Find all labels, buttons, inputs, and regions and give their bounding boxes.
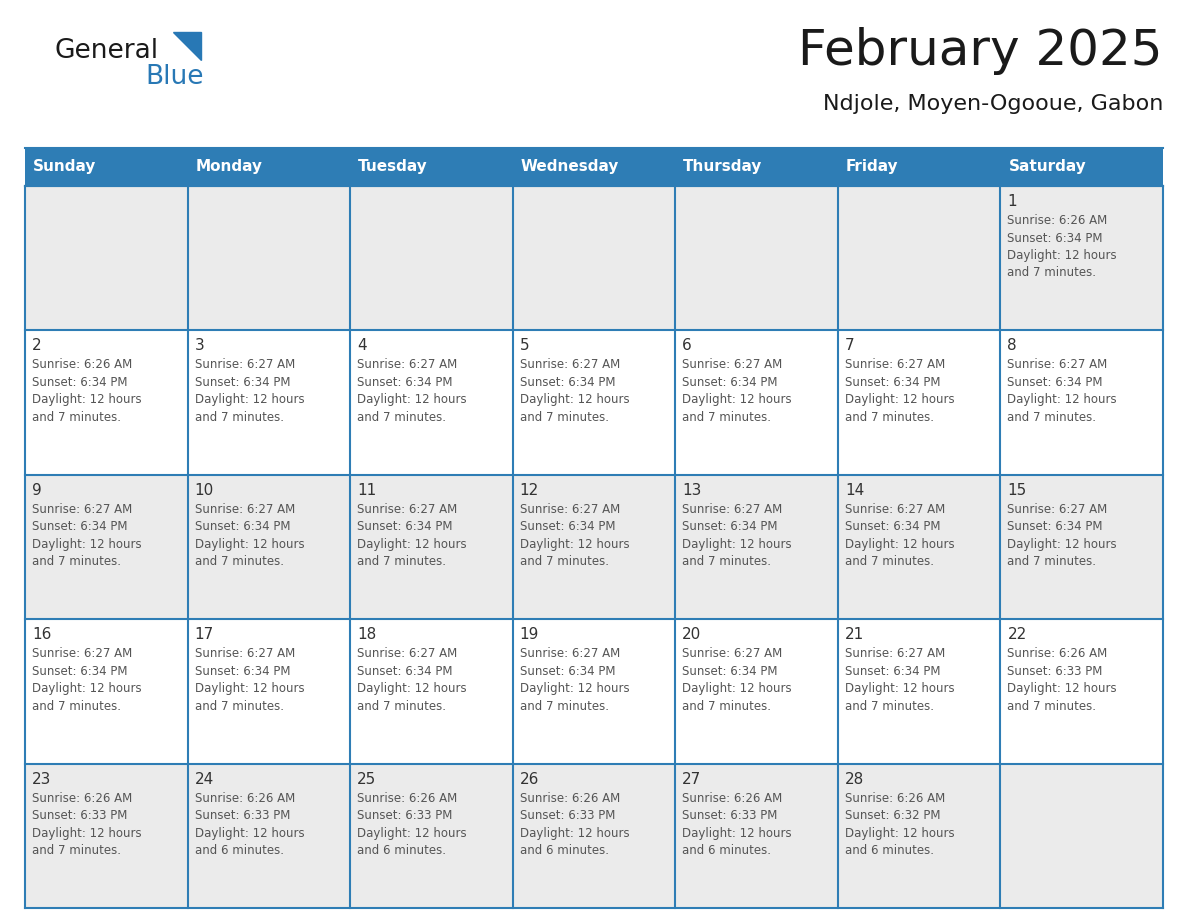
Text: 20: 20 <box>682 627 702 643</box>
Text: 14: 14 <box>845 483 864 498</box>
Text: 13: 13 <box>682 483 702 498</box>
Text: Sunrise: 6:27 AM
Sunset: 6:34 PM
Daylight: 12 hours
and 7 minutes.: Sunrise: 6:27 AM Sunset: 6:34 PM Dayligh… <box>519 647 630 712</box>
Text: Saturday: Saturday <box>1009 160 1086 174</box>
Polygon shape <box>173 32 201 60</box>
Text: Sunrise: 6:26 AM
Sunset: 6:33 PM
Daylight: 12 hours
and 6 minutes.: Sunrise: 6:26 AM Sunset: 6:33 PM Dayligh… <box>358 791 467 857</box>
Text: Sunrise: 6:27 AM
Sunset: 6:34 PM
Daylight: 12 hours
and 7 minutes.: Sunrise: 6:27 AM Sunset: 6:34 PM Dayligh… <box>1007 358 1117 424</box>
Text: 23: 23 <box>32 772 51 787</box>
Bar <box>25 148 1163 186</box>
Text: Sunday: Sunday <box>33 160 96 174</box>
Text: Sunrise: 6:27 AM
Sunset: 6:34 PM
Daylight: 12 hours
and 7 minutes.: Sunrise: 6:27 AM Sunset: 6:34 PM Dayligh… <box>845 503 954 568</box>
Text: 5: 5 <box>519 339 530 353</box>
Text: Sunrise: 6:26 AM
Sunset: 6:33 PM
Daylight: 12 hours
and 6 minutes.: Sunrise: 6:26 AM Sunset: 6:33 PM Dayligh… <box>682 791 792 857</box>
Text: Sunrise: 6:26 AM
Sunset: 6:33 PM
Daylight: 12 hours
and 6 minutes.: Sunrise: 6:26 AM Sunset: 6:33 PM Dayligh… <box>519 791 630 857</box>
Text: 24: 24 <box>195 772 214 787</box>
Text: Sunrise: 6:26 AM
Sunset: 6:33 PM
Daylight: 12 hours
and 7 minutes.: Sunrise: 6:26 AM Sunset: 6:33 PM Dayligh… <box>32 791 141 857</box>
Text: Sunrise: 6:27 AM
Sunset: 6:34 PM
Daylight: 12 hours
and 7 minutes.: Sunrise: 6:27 AM Sunset: 6:34 PM Dayligh… <box>195 503 304 568</box>
Text: Sunrise: 6:26 AM
Sunset: 6:32 PM
Daylight: 12 hours
and 6 minutes.: Sunrise: 6:26 AM Sunset: 6:32 PM Dayligh… <box>845 791 954 857</box>
Text: Sunrise: 6:27 AM
Sunset: 6:34 PM
Daylight: 12 hours
and 7 minutes.: Sunrise: 6:27 AM Sunset: 6:34 PM Dayligh… <box>682 358 792 424</box>
Text: Sunrise: 6:27 AM
Sunset: 6:34 PM
Daylight: 12 hours
and 7 minutes.: Sunrise: 6:27 AM Sunset: 6:34 PM Dayligh… <box>845 358 954 424</box>
Text: 11: 11 <box>358 483 377 498</box>
Text: 21: 21 <box>845 627 864 643</box>
Text: Sunrise: 6:27 AM
Sunset: 6:34 PM
Daylight: 12 hours
and 7 minutes.: Sunrise: 6:27 AM Sunset: 6:34 PM Dayligh… <box>358 647 467 712</box>
Bar <box>25 186 1163 330</box>
Text: 16: 16 <box>32 627 51 643</box>
Text: General: General <box>55 38 159 64</box>
Text: 25: 25 <box>358 772 377 787</box>
Text: Friday: Friday <box>846 160 898 174</box>
Text: 7: 7 <box>845 339 854 353</box>
Text: Sunrise: 6:26 AM
Sunset: 6:34 PM
Daylight: 12 hours
and 7 minutes.: Sunrise: 6:26 AM Sunset: 6:34 PM Dayligh… <box>32 358 141 424</box>
Text: 22: 22 <box>1007 627 1026 643</box>
Text: 26: 26 <box>519 772 539 787</box>
Bar <box>25 330 1163 475</box>
Text: 18: 18 <box>358 627 377 643</box>
Text: Ndjole, Moyen-Ogooue, Gabon: Ndjole, Moyen-Ogooue, Gabon <box>822 94 1163 114</box>
Bar <box>25 475 1163 620</box>
Text: 8: 8 <box>1007 339 1017 353</box>
Text: 9: 9 <box>32 483 42 498</box>
Text: Sunrise: 6:27 AM
Sunset: 6:34 PM
Daylight: 12 hours
and 7 minutes.: Sunrise: 6:27 AM Sunset: 6:34 PM Dayligh… <box>195 647 304 712</box>
Text: Sunrise: 6:27 AM
Sunset: 6:34 PM
Daylight: 12 hours
and 7 minutes.: Sunrise: 6:27 AM Sunset: 6:34 PM Dayligh… <box>682 647 792 712</box>
Text: Sunrise: 6:27 AM
Sunset: 6:34 PM
Daylight: 12 hours
and 7 minutes.: Sunrise: 6:27 AM Sunset: 6:34 PM Dayligh… <box>32 503 141 568</box>
Text: 27: 27 <box>682 772 702 787</box>
Text: 17: 17 <box>195 627 214 643</box>
Text: Sunrise: 6:27 AM
Sunset: 6:34 PM
Daylight: 12 hours
and 7 minutes.: Sunrise: 6:27 AM Sunset: 6:34 PM Dayligh… <box>1007 503 1117 568</box>
Text: Sunrise: 6:27 AM
Sunset: 6:34 PM
Daylight: 12 hours
and 7 minutes.: Sunrise: 6:27 AM Sunset: 6:34 PM Dayligh… <box>32 647 141 712</box>
Text: 6: 6 <box>682 339 693 353</box>
Text: Sunrise: 6:27 AM
Sunset: 6:34 PM
Daylight: 12 hours
and 7 minutes.: Sunrise: 6:27 AM Sunset: 6:34 PM Dayligh… <box>358 503 467 568</box>
Text: 28: 28 <box>845 772 864 787</box>
Text: Sunrise: 6:27 AM
Sunset: 6:34 PM
Daylight: 12 hours
and 7 minutes.: Sunrise: 6:27 AM Sunset: 6:34 PM Dayligh… <box>519 358 630 424</box>
Text: Sunrise: 6:26 AM
Sunset: 6:34 PM
Daylight: 12 hours
and 7 minutes.: Sunrise: 6:26 AM Sunset: 6:34 PM Dayligh… <box>1007 214 1117 279</box>
Text: 15: 15 <box>1007 483 1026 498</box>
Text: 2: 2 <box>32 339 42 353</box>
Text: Sunrise: 6:26 AM
Sunset: 6:33 PM
Daylight: 12 hours
and 6 minutes.: Sunrise: 6:26 AM Sunset: 6:33 PM Dayligh… <box>195 791 304 857</box>
Text: 10: 10 <box>195 483 214 498</box>
Text: Monday: Monday <box>196 160 263 174</box>
Text: Sunrise: 6:27 AM
Sunset: 6:34 PM
Daylight: 12 hours
and 7 minutes.: Sunrise: 6:27 AM Sunset: 6:34 PM Dayligh… <box>195 358 304 424</box>
Text: Sunrise: 6:27 AM
Sunset: 6:34 PM
Daylight: 12 hours
and 7 minutes.: Sunrise: 6:27 AM Sunset: 6:34 PM Dayligh… <box>682 503 792 568</box>
Text: Blue: Blue <box>145 64 203 90</box>
Text: February 2025: February 2025 <box>798 27 1163 75</box>
Text: Sunrise: 6:27 AM
Sunset: 6:34 PM
Daylight: 12 hours
and 7 minutes.: Sunrise: 6:27 AM Sunset: 6:34 PM Dayligh… <box>845 647 954 712</box>
Text: Wednesday: Wednesday <box>520 160 619 174</box>
Text: 19: 19 <box>519 627 539 643</box>
Text: Tuesday: Tuesday <box>358 160 428 174</box>
Bar <box>25 764 1163 908</box>
Text: 12: 12 <box>519 483 539 498</box>
Text: 4: 4 <box>358 339 367 353</box>
Text: 3: 3 <box>195 339 204 353</box>
Bar <box>25 620 1163 764</box>
Text: 1: 1 <box>1007 194 1017 209</box>
Text: Sunrise: 6:26 AM
Sunset: 6:33 PM
Daylight: 12 hours
and 7 minutes.: Sunrise: 6:26 AM Sunset: 6:33 PM Dayligh… <box>1007 647 1117 712</box>
Text: Sunrise: 6:27 AM
Sunset: 6:34 PM
Daylight: 12 hours
and 7 minutes.: Sunrise: 6:27 AM Sunset: 6:34 PM Dayligh… <box>519 503 630 568</box>
Text: Sunrise: 6:27 AM
Sunset: 6:34 PM
Daylight: 12 hours
and 7 minutes.: Sunrise: 6:27 AM Sunset: 6:34 PM Dayligh… <box>358 358 467 424</box>
Text: Thursday: Thursday <box>683 160 763 174</box>
